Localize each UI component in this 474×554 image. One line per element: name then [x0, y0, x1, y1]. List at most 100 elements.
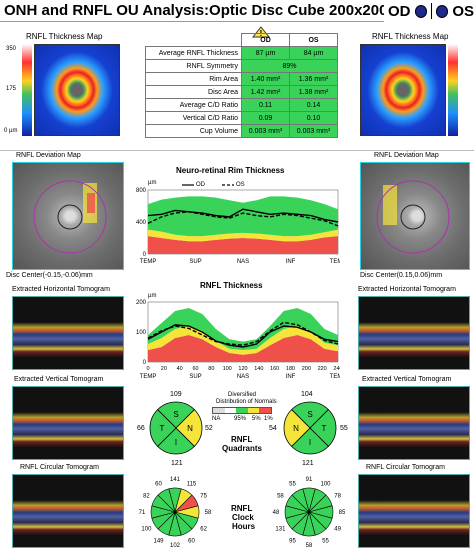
od-quadrant-letter: S: [173, 410, 178, 419]
right-circular-title: RNFL Circular Tomogram: [366, 464, 445, 471]
rim-ytick: 800: [136, 188, 147, 194]
row-od-value: 1.40 mm²: [241, 72, 290, 86]
rim-legend-os: OS: [236, 182, 245, 188]
left-horizontal-title: Extracted Horizontal Tomogram: [12, 286, 110, 293]
os-q-i: 121: [302, 460, 314, 467]
rnfl-band-green: [148, 308, 338, 350]
os-q-s: 104: [301, 391, 313, 398]
os-quadrant-slice: [283, 409, 311, 447]
rnfl-xtick: 180: [286, 366, 295, 372]
rim-band-green: [148, 196, 338, 237]
os-deviation-map: [360, 162, 470, 270]
legend-na-swatch: [213, 408, 225, 413]
rnfl-ytick: 200: [136, 300, 147, 306]
clock-label-1: RNFL: [231, 504, 253, 513]
col-od-header: OD: [241, 33, 290, 47]
legend-green-swatch: [236, 408, 248, 413]
os-clock-value: 58: [306, 543, 313, 549]
od-clock-value: 115: [187, 481, 197, 487]
rnfl-ytick: 0: [143, 360, 147, 366]
rnfl-band-red: [148, 335, 338, 362]
od-vertical-tomogram: [12, 386, 124, 460]
legend-red-swatch: [259, 408, 271, 413]
rnfl-xlabel: SUP: [189, 374, 201, 380]
legend-label-na: NA: [212, 416, 221, 422]
page-title: ONH and RNFL OU Analysis:Optic Disc Cube…: [4, 2, 388, 19]
rim-xtick: SUP: [189, 259, 201, 265]
od-clock-value: 100: [141, 527, 152, 533]
od-clock-value: 58: [205, 510, 212, 516]
od-clock-value: 60: [155, 481, 162, 487]
rnfl-xtick: 20: [161, 366, 167, 372]
os-clock-value: 100: [320, 481, 331, 487]
rim-xtick: TEMP: [140, 259, 157, 265]
color-scale-bar: [22, 44, 32, 136]
rnfl-unit: µm: [148, 293, 157, 299]
row-os-value: 0.003 mm³: [289, 124, 338, 138]
od-quadrant-slice: [149, 409, 177, 447]
scale-mid: 175: [6, 86, 17, 92]
rnfl-xtick: 140: [254, 366, 263, 372]
rnfl-od-line: [147, 324, 339, 348]
table-row: Disc Area 1.42 mm² 1.38 mm²: [145, 85, 338, 99]
od-quadrant-slice: [157, 427, 195, 455]
od-clock-value: 149: [153, 539, 164, 545]
rim-ytick: 400: [136, 220, 147, 226]
rim-chart: 8004000TEMPSUPNASINFTEMP: [136, 184, 340, 265]
os-header-dot: [435, 4, 449, 18]
rim-band-yellow: [148, 229, 338, 242]
left-deviation-title: RNFL Deviation Map: [16, 152, 81, 159]
od-clock-value: 71: [139, 510, 146, 516]
os-quadrant-chart: S T I N: [283, 401, 337, 455]
od-circular-tomogram: [12, 474, 124, 548]
od-q-s: 109: [170, 391, 182, 398]
rim-xtick: INF: [286, 259, 296, 265]
os-horizontal-tomogram: [358, 296, 470, 370]
od-clock-value: 102: [170, 543, 181, 549]
rnfl-chart: 200 100 00 20 40 60 80 100 120 140 160 180 200 220 240…: [136, 300, 340, 380]
od-clock-value: 62: [200, 527, 207, 533]
od-clock-value: 60: [188, 539, 195, 545]
legend-subtitle: Distribution of Normals: [216, 399, 277, 405]
os-quadrant-letter: I: [309, 438, 311, 447]
row-label: Vertical C/D Ratio: [145, 111, 242, 125]
rnfl-xtick: 0: [146, 366, 149, 372]
rim-ytick: 0: [143, 252, 147, 258]
left-disc-center: Disc Center(-0.15,-0.06)mm: [6, 272, 93, 279]
rnfl-xtick: 240: [333, 366, 340, 372]
od-clock-value: 75: [200, 494, 207, 500]
row-os-value: 0.14: [289, 98, 338, 112]
od-clock-slice: [157, 488, 176, 514]
rnfl-xtick: 120: [238, 366, 247, 372]
od-q-t: 66: [137, 425, 145, 432]
table-row: Average C/D Ratio 0.11 0.14: [145, 98, 338, 112]
od-quadrant-chart: SN I T: [149, 401, 203, 455]
od-quadrant-slice: [175, 409, 203, 447]
os-quadrant-letter: N: [293, 424, 299, 433]
scale-top: 350: [6, 46, 17, 52]
rnfl-xtick: 160: [270, 366, 279, 372]
right-disc-center: Disc Center(0.15,0.06)mm: [360, 272, 443, 279]
rnfl-xlabel: NAS: [237, 374, 249, 380]
row-os-value: 0.10: [289, 111, 338, 125]
rim-legend-od: OD: [196, 182, 205, 188]
rnfl-xtick: 60: [192, 366, 198, 372]
rim-chart-title: Neuro-retinal Rim Thickness: [176, 166, 285, 175]
os-header-text: OS: [452, 2, 474, 20]
rnfl-xlabel: INF: [286, 374, 296, 380]
rim-band-red: [148, 236, 338, 254]
row-label: Disc Area: [145, 85, 242, 99]
quadrants-label-2: Quadrants: [222, 444, 263, 453]
od-q-n: 52: [205, 425, 213, 432]
od-quadrant-letter: I: [175, 438, 177, 447]
legend-white-swatch: [224, 408, 237, 413]
os-clock-value: 131: [275, 527, 286, 533]
row-od-value: 0.003 mm³: [241, 124, 290, 138]
row-label: Average C/D Ratio: [145, 98, 242, 112]
od-thickness-map: [34, 44, 120, 136]
rnfl-xlabel: TEMP: [330, 374, 340, 380]
legend-title: Diversified: [228, 392, 257, 398]
row-od-value: 1.42 mm²: [241, 85, 290, 99]
od-q-i: 121: [171, 460, 183, 467]
